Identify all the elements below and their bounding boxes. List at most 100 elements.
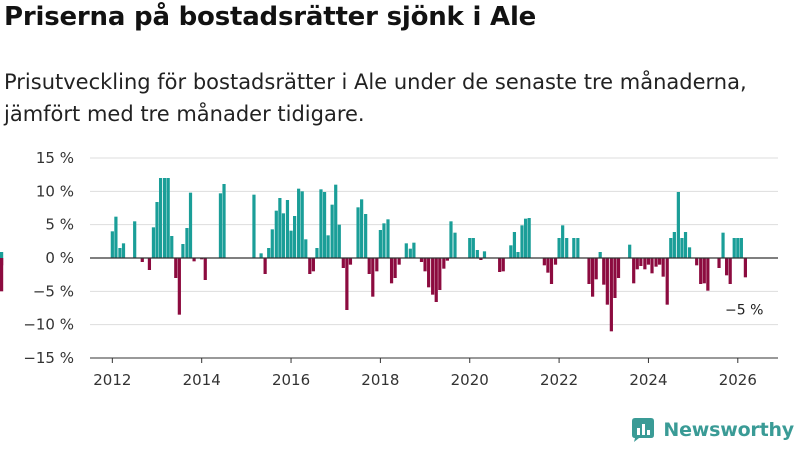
bar — [598, 252, 602, 258]
bar — [289, 230, 293, 258]
bar — [278, 198, 282, 258]
bar — [557, 238, 561, 258]
bar — [177, 258, 181, 315]
bar — [520, 225, 524, 258]
bar — [252, 194, 256, 258]
bar — [739, 238, 743, 258]
bar — [431, 258, 435, 295]
bar — [669, 238, 673, 258]
bar — [397, 258, 401, 265]
bar — [565, 238, 569, 258]
bar — [475, 250, 479, 258]
bar — [646, 258, 651, 265]
bar — [576, 238, 580, 258]
bar — [445, 258, 449, 261]
chart-title: Priserna på bostadsrätter sjönk i Ale — [4, 2, 537, 32]
y-tick-label: −5 % — [33, 282, 74, 300]
bar — [665, 258, 669, 305]
bar — [326, 235, 330, 258]
bar — [274, 210, 278, 258]
bar — [546, 258, 550, 273]
bar — [453, 232, 457, 258]
bar — [0, 258, 4, 292]
bar — [594, 258, 598, 280]
bar — [561, 225, 565, 258]
y-tick-label: −15 % — [23, 349, 74, 367]
bars — [0, 178, 747, 332]
bar — [356, 207, 360, 258]
bar — [449, 221, 453, 258]
bar — [203, 258, 207, 280]
bar — [158, 178, 163, 258]
bar — [512, 232, 517, 258]
bar — [509, 245, 513, 258]
bar — [364, 214, 368, 258]
y-tick-label: 0 % — [45, 249, 74, 267]
bar — [736, 238, 740, 258]
bar — [133, 221, 137, 258]
bar — [427, 258, 431, 288]
bar — [434, 258, 438, 302]
bar — [725, 258, 729, 276]
bar — [643, 258, 647, 270]
bar — [408, 248, 412, 258]
bar — [140, 258, 144, 262]
bar — [360, 199, 364, 258]
y-tick-label: 15 % — [36, 149, 74, 167]
bar — [635, 258, 639, 270]
bar — [348, 258, 353, 265]
bar — [270, 229, 274, 258]
bar — [188, 192, 193, 258]
x-tick-label: 2016 — [272, 371, 310, 389]
bar — [285, 200, 290, 258]
bar — [661, 258, 665, 277]
bar — [613, 258, 617, 298]
newsworthy-logo[interactable]: Newsworthy — [629, 416, 794, 444]
bar — [695, 258, 699, 266]
bar — [572, 238, 576, 258]
bar — [732, 238, 736, 258]
bar — [341, 258, 345, 268]
bar — [728, 258, 732, 284]
bar — [482, 251, 487, 258]
y-tick-label: −10 % — [23, 316, 74, 334]
x-tick-label: 2024 — [629, 371, 667, 389]
bar — [628, 244, 632, 258]
bar — [672, 232, 676, 258]
bar — [382, 223, 386, 258]
bar — [163, 178, 167, 258]
bar — [676, 192, 680, 258]
bar — [337, 224, 341, 258]
bar — [650, 258, 654, 274]
bar — [632, 258, 636, 284]
bar — [717, 258, 721, 268]
bar — [549, 258, 554, 284]
bar — [683, 232, 688, 258]
bar — [479, 258, 483, 260]
y-axis-labels: 15 % 10 % 5 % 0 % −5 % −10 % −15 % — [23, 149, 74, 367]
x-tick-label: 2026 — [719, 371, 757, 389]
bar — [345, 258, 349, 310]
x-tick-label: 2022 — [540, 371, 578, 389]
bar — [218, 193, 223, 258]
bar — [293, 216, 297, 258]
bar — [658, 258, 662, 265]
bar — [699, 258, 703, 284]
bar — [602, 258, 606, 285]
bar — [222, 184, 226, 258]
bar — [412, 242, 416, 258]
bar — [118, 248, 122, 258]
bar — [404, 243, 408, 258]
bar — [185, 228, 189, 258]
bar — [121, 243, 126, 258]
bar — [281, 213, 286, 258]
bar — [498, 258, 502, 272]
newsworthy-logo-icon — [632, 418, 655, 442]
bar — [304, 239, 308, 258]
bar — [311, 258, 315, 272]
bar — [471, 238, 475, 258]
x-tick-label: 2014 — [183, 371, 221, 389]
bar — [155, 202, 159, 258]
bar — [523, 218, 528, 258]
